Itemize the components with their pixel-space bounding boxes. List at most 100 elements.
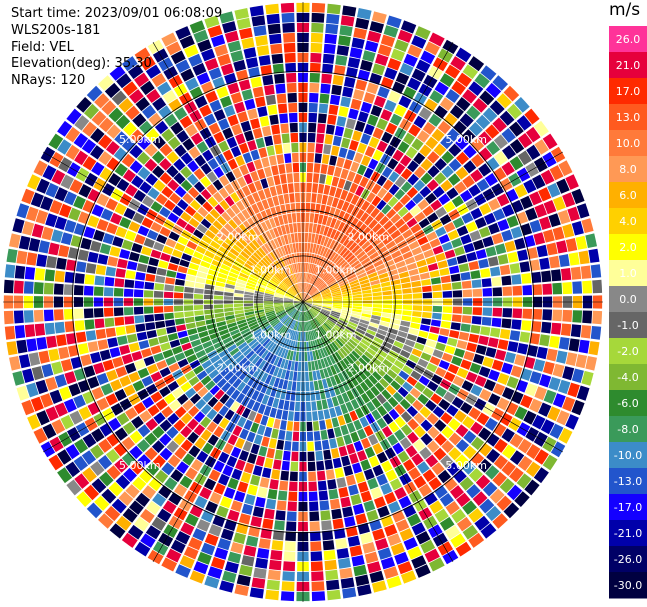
range-gate-cell <box>253 252 262 261</box>
range-gate-cell <box>275 83 286 94</box>
range-gate-cell <box>98 513 114 529</box>
range-gate-cell <box>248 67 261 79</box>
range-gate-cell <box>460 323 471 333</box>
range-gate-cell <box>340 424 349 436</box>
range-gate-cell <box>380 109 393 122</box>
range-gate-cell <box>331 310 341 315</box>
range-gate-cell <box>51 169 66 185</box>
range-gate-cell <box>336 436 345 447</box>
range-gate-cell <box>440 320 451 329</box>
range-gate-cell <box>386 332 397 340</box>
range-gate-cell <box>234 584 249 596</box>
range-gate-cell <box>274 304 284 308</box>
range-gate-cell <box>347 57 361 69</box>
range-gate-cell <box>546 348 558 362</box>
range-gate-cell <box>390 229 401 240</box>
range-gate-cell <box>349 545 363 557</box>
range-gate-cell <box>262 272 272 280</box>
range-gate-cell <box>136 439 151 453</box>
range-gate-cell <box>506 376 519 389</box>
colorbar-swatch <box>609 286 647 313</box>
range-gate-cell <box>355 209 365 220</box>
range-gate-cell <box>308 331 312 341</box>
range-gate-cell <box>316 279 323 288</box>
range-gate-cell <box>267 341 275 351</box>
range-gate-cell <box>234 490 246 503</box>
range-gate-cell <box>394 104 407 117</box>
range-gate-cell <box>177 236 189 246</box>
range-gate-cell <box>265 208 273 219</box>
range-gate-cell <box>161 128 175 142</box>
range-gate-cell <box>139 410 152 423</box>
range-gate-cell <box>322 530 334 541</box>
range-gate-cell <box>332 304 343 307</box>
range-gate-cell <box>205 279 216 286</box>
range-gate-cell <box>306 253 310 263</box>
range-gate-cell <box>227 82 240 95</box>
range-gate-cell <box>557 379 571 395</box>
range-gate-cell <box>125 105 140 120</box>
range-gate-cell <box>268 155 277 166</box>
range-gate-cell <box>292 330 296 341</box>
range-gate-cell <box>581 218 594 234</box>
range-gate-cell <box>342 381 350 392</box>
range-gate-cell <box>201 359 213 370</box>
range-gate-cell <box>83 308 94 319</box>
range-gate-cell <box>291 152 299 163</box>
range-gate-cell <box>281 315 290 324</box>
range-gate-cell <box>85 263 97 274</box>
range-gate-cell <box>462 461 476 475</box>
range-gate-cell <box>238 223 248 234</box>
range-gate-cell <box>418 375 430 386</box>
range-gate-cell <box>503 85 520 102</box>
range-gate-cell <box>321 307 331 312</box>
range-gate-cell <box>294 299 303 302</box>
range-gate-cell <box>392 149 404 162</box>
range-gate-cell <box>22 368 35 383</box>
range-gate-cell <box>173 433 186 446</box>
range-gate-cell <box>417 199 429 211</box>
range-gate-cell <box>266 145 275 156</box>
range-gate-cell <box>144 281 155 290</box>
range-gate-cell <box>386 225 398 235</box>
range-gate-cell <box>215 281 226 288</box>
range-gate-cell <box>121 153 136 168</box>
range-gate-cell <box>312 183 319 193</box>
range-gate-cell <box>336 477 347 488</box>
range-gate-cell <box>533 232 546 245</box>
range-gate-cell <box>281 133 290 144</box>
range-gate-cell <box>213 460 225 473</box>
range-gate-cell <box>150 221 163 233</box>
range-gate-cell <box>454 246 465 256</box>
range-gate-cell <box>351 244 361 254</box>
range-gate-cell <box>529 219 542 233</box>
range-gate-cell <box>274 296 284 300</box>
range-gate-cell <box>312 254 317 264</box>
range-gate-cell <box>266 579 280 591</box>
range-gate-cell <box>170 469 184 483</box>
range-gate-cell <box>303 282 305 292</box>
range-gate-cell <box>523 179 537 194</box>
range-gate-cell <box>284 278 291 287</box>
range-gate-cell <box>343 159 353 170</box>
range-gate-cell <box>159 447 173 461</box>
range-gate-cell <box>202 149 214 162</box>
range-gate-cell <box>322 247 329 257</box>
range-gate-cell <box>331 508 342 520</box>
range-gate-cell <box>492 471 507 487</box>
range-gate-cell <box>244 494 256 506</box>
range-gate-cell <box>221 353 232 363</box>
range-gate-cell <box>402 344 413 353</box>
range-gate-cell <box>429 238 441 248</box>
range-gate-cell <box>314 244 320 254</box>
range-gate-cell <box>376 175 387 187</box>
range-gate-cell <box>406 187 418 199</box>
range-gate-cell <box>121 452 136 466</box>
azimuth-spoke <box>152 42 304 303</box>
range-gate-cell <box>363 425 374 437</box>
range-gate-cell <box>441 426 454 439</box>
range-gate-cell <box>267 569 281 581</box>
range-gate-cell <box>303 302 306 311</box>
range-gate-cell <box>321 309 330 315</box>
range-gate-cell <box>415 26 431 40</box>
